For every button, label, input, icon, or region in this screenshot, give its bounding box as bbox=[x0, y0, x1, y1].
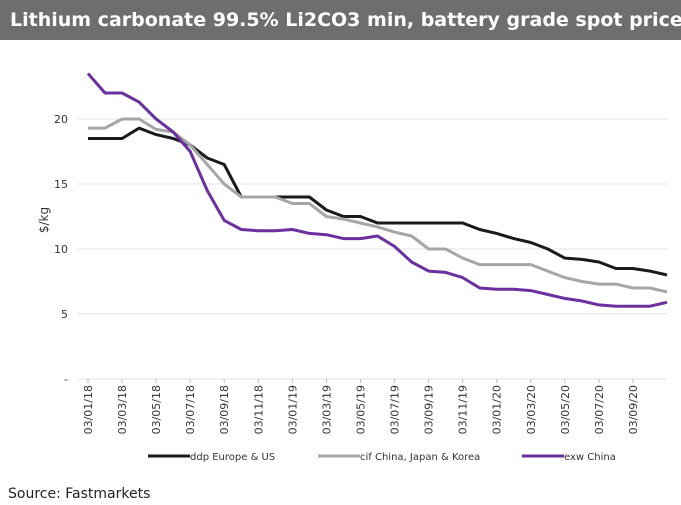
x-tick-label: 03/05/19 bbox=[354, 385, 367, 434]
legend-label: exw China bbox=[564, 452, 616, 463]
y-axis-label: $/kg bbox=[37, 207, 51, 233]
series-line bbox=[88, 117, 668, 294]
x-tick-label: 03/03/20 bbox=[525, 385, 538, 434]
x-tick-label: 03/07/18 bbox=[184, 385, 197, 434]
x-tick-label: 03/11/19 bbox=[457, 385, 470, 434]
x-tick-label: 03/07/19 bbox=[389, 385, 402, 434]
legend-label: cif China, Japan & Korea bbox=[360, 452, 480, 463]
x-tick-label: 03/07/20 bbox=[593, 385, 606, 434]
x-tick-label: 03/05/20 bbox=[559, 385, 572, 434]
series-line bbox=[86, 72, 668, 308]
x-tick-label: 03/09/18 bbox=[218, 385, 231, 434]
title-bar bbox=[0, 0, 681, 40]
y-tick-label: - bbox=[64, 373, 68, 386]
y-tick-label: 10 bbox=[54, 243, 68, 256]
x-tick-label: 03/09/20 bbox=[627, 385, 640, 434]
x-tick-label: 03/11/18 bbox=[252, 385, 265, 434]
x-tick-label: 03/03/18 bbox=[116, 385, 129, 434]
x-tick-label: 03/01/20 bbox=[491, 385, 504, 434]
y-tick-label: 20 bbox=[54, 113, 68, 126]
x-tick-label: 03/03/19 bbox=[320, 385, 333, 434]
x-tick-label: 03/05/18 bbox=[150, 385, 163, 434]
x-tick-label: 03/01/19 bbox=[286, 385, 299, 434]
legend-label: ddp Europe & US bbox=[190, 452, 275, 463]
y-tick-label: 5 bbox=[61, 308, 68, 321]
chart-title: Lithium carbonate 99.5% Li2CO3 min, batt… bbox=[10, 9, 681, 31]
source: Source: Fastmarkets bbox=[8, 486, 150, 502]
x-tick-label: 03/01/18 bbox=[82, 385, 95, 434]
y-tick-label: 15 bbox=[54, 178, 68, 191]
x-tick-label: 03/09/19 bbox=[423, 385, 436, 434]
series-line bbox=[88, 126, 668, 277]
